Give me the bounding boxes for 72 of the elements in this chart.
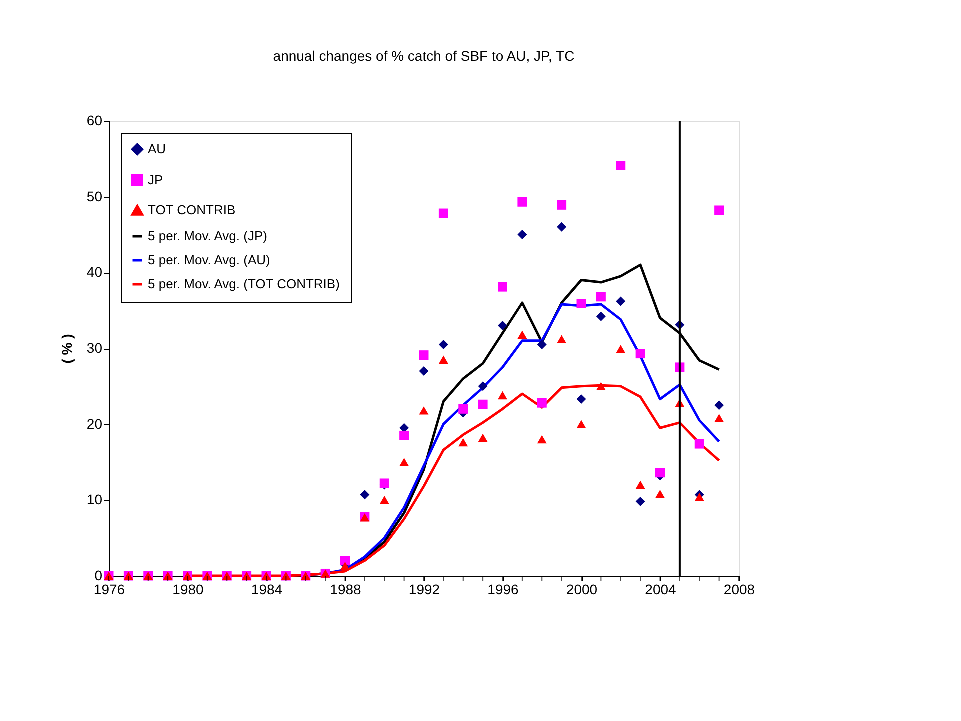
point [518, 230, 528, 240]
y-tick-label: 40 [86, 264, 103, 280]
point [616, 296, 626, 306]
x-tick-label: 2008 [724, 582, 756, 598]
point [656, 468, 665, 478]
point [518, 330, 528, 339]
x-tick-label: 1984 [251, 582, 283, 598]
point [557, 222, 567, 232]
x-tick-label: 1976 [94, 582, 126, 598]
legend-label: 5 per. Mov. Avg. (JP) [148, 228, 268, 244]
legend-label: 5 per. Mov. Avg. (AU) [148, 252, 270, 268]
point [576, 299, 586, 308]
point [340, 556, 350, 566]
point [419, 350, 429, 360]
x-tick-label: 1996 [488, 582, 520, 598]
point [518, 197, 528, 207]
point [498, 391, 508, 400]
y-tick-label: 60 [86, 112, 103, 128]
point [714, 414, 724, 422]
point [557, 335, 567, 344]
legend-label: 5 per. Mov. Avg. (TOT CONTRIB) [148, 276, 340, 292]
x-tick-label: 1988 [330, 582, 362, 598]
point [537, 340, 547, 350]
legend-label: TOT CONTRIB [148, 202, 236, 218]
point [636, 496, 646, 506]
point [557, 200, 567, 210]
point [478, 382, 488, 392]
point [438, 340, 448, 350]
point [498, 321, 508, 330]
x-tick-label: 1992 [408, 582, 440, 598]
point [616, 345, 626, 354]
point [458, 438, 468, 447]
point [636, 349, 646, 359]
y-tick-label: 50 [86, 188, 103, 204]
y-axis-title: ( % ) [58, 334, 75, 364]
point [419, 406, 429, 415]
point [498, 282, 508, 292]
point [616, 161, 626, 170]
point [537, 398, 547, 408]
point [694, 439, 704, 449]
y-tick-label: 0 [94, 568, 103, 584]
point [360, 490, 370, 500]
y-tick-label: 20 [86, 416, 103, 432]
point [596, 292, 606, 302]
chart-title: annual changes of % catch of SBF to AU, JP, TC [273, 48, 575, 64]
point [694, 493, 704, 502]
point [478, 434, 488, 442]
point [714, 400, 724, 410]
point [636, 480, 646, 490]
y-tick-label: 30 [86, 340, 103, 356]
point [537, 435, 547, 444]
x-tick-label: 2000 [566, 582, 598, 598]
point [400, 430, 410, 440]
point [438, 208, 448, 218]
point [458, 404, 468, 414]
point [340, 562, 350, 570]
point [596, 312, 606, 322]
x-tick-label: 2004 [645, 582, 677, 598]
point [576, 420, 586, 428]
x-tick-label: 1980 [172, 582, 204, 598]
point [419, 366, 429, 376]
point [438, 356, 448, 364]
y-tick-label: 10 [86, 492, 103, 508]
legend-label: JP [148, 172, 164, 188]
point [714, 206, 724, 216]
point [380, 496, 390, 504]
point [400, 458, 410, 466]
legend-label: AU [148, 142, 166, 156]
point [656, 490, 665, 498]
point [576, 394, 586, 404]
point [596, 382, 606, 391]
point [478, 400, 488, 410]
